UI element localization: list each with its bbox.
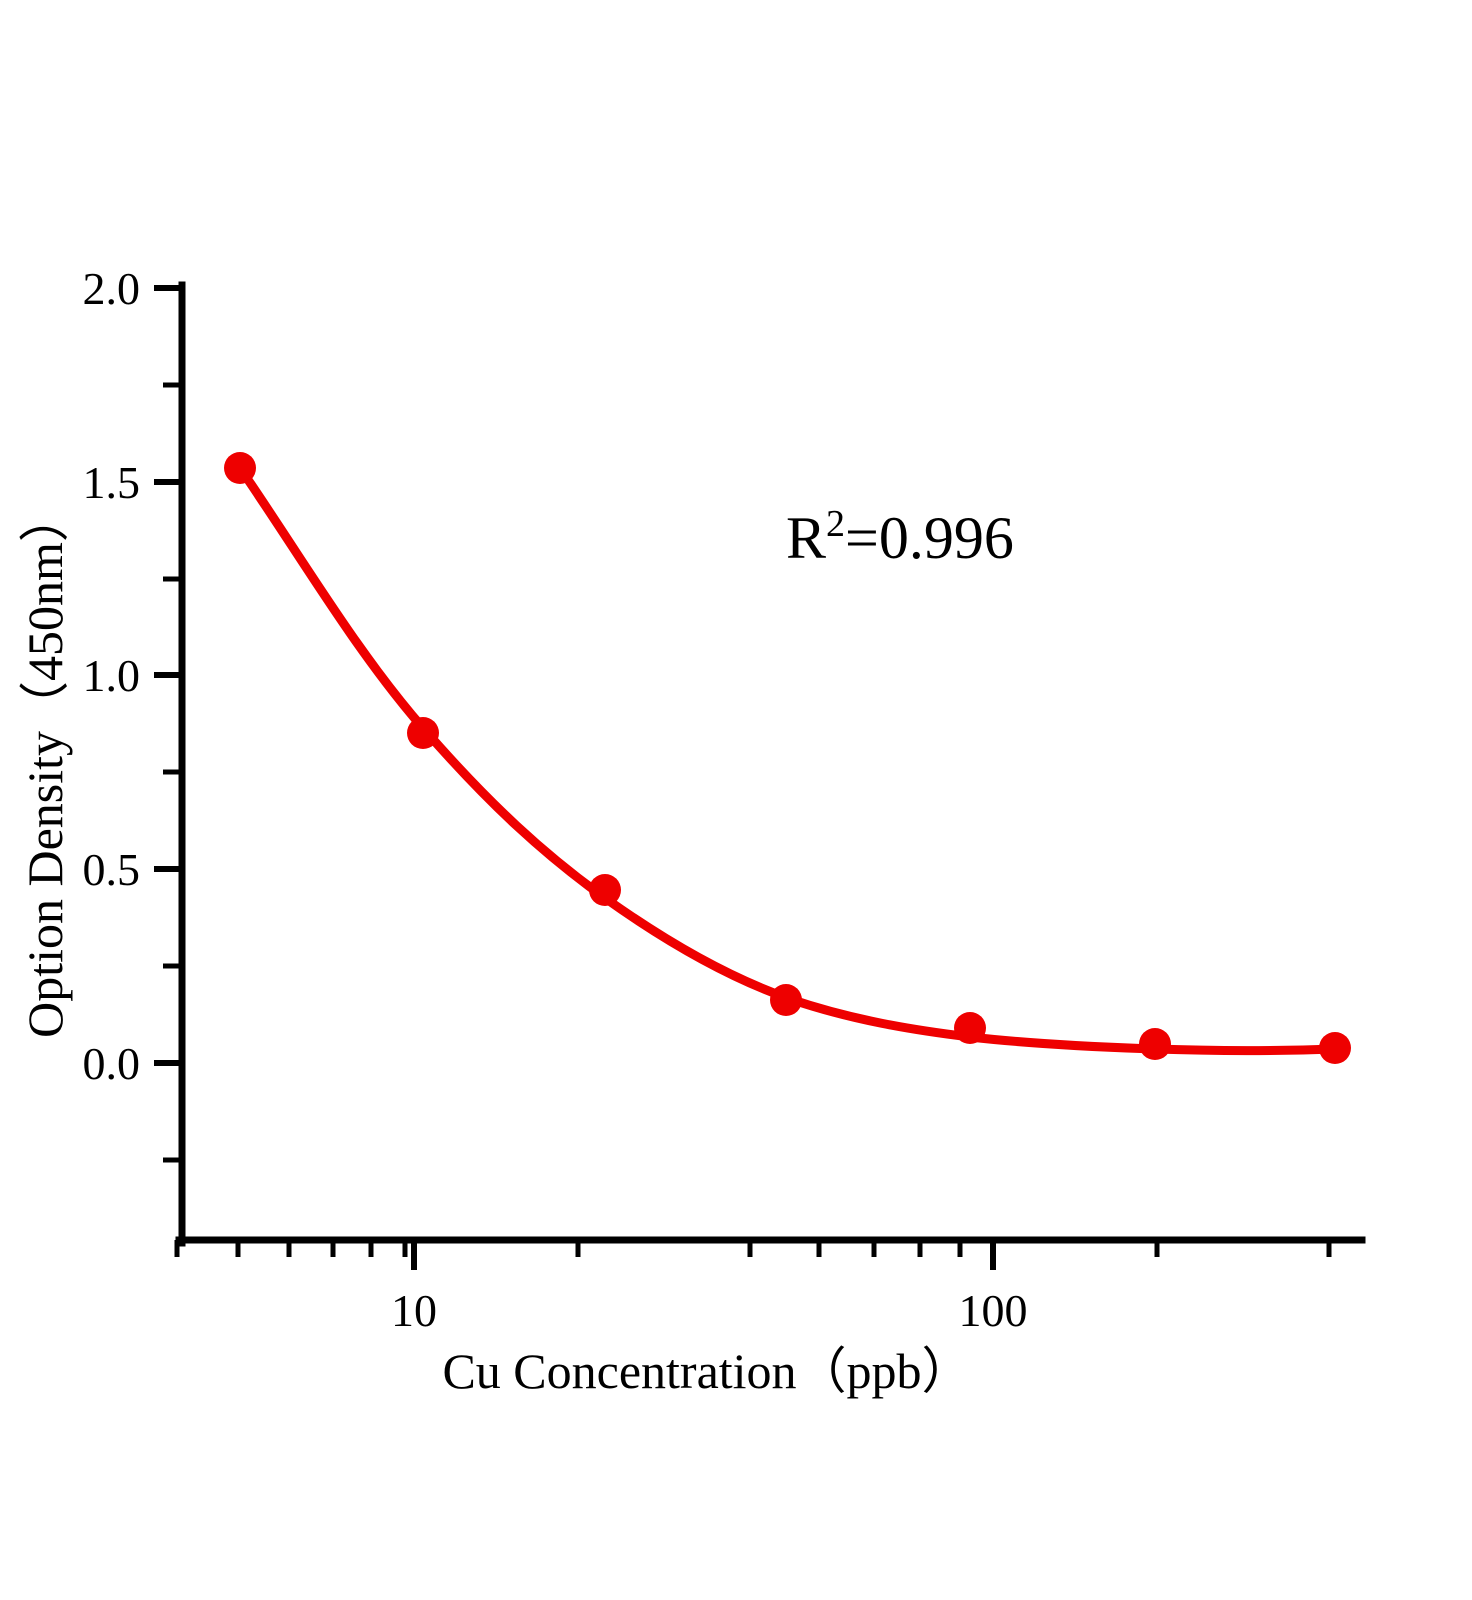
y-axis-title: Option Density（450nm） bbox=[17, 492, 73, 1038]
data-point-marker bbox=[407, 717, 439, 749]
x-tick-label: 10 bbox=[391, 1285, 437, 1336]
r-squared-annotation: R2=0.996 bbox=[786, 503, 1014, 571]
r-squared-value: =0.996 bbox=[845, 505, 1014, 571]
data-point-markers bbox=[224, 452, 1351, 1064]
r-squared-exponent: 2 bbox=[826, 503, 845, 545]
y-tick-label: 1.0 bbox=[83, 650, 141, 701]
r-squared-base: R bbox=[786, 505, 826, 571]
data-point-marker bbox=[589, 874, 621, 906]
y-tick-label: 0.0 bbox=[83, 1038, 141, 1089]
y-tick-label: 0.5 bbox=[83, 844, 141, 895]
data-point-marker bbox=[224, 452, 256, 484]
y-axis-minor-ticks bbox=[163, 382, 182, 1163]
y-tick-label: 2.0 bbox=[83, 263, 141, 314]
x-axis-major-ticks bbox=[411, 1240, 996, 1270]
axes-group bbox=[175, 281, 1366, 1247]
x-axis-tick-labels: 10 100 bbox=[391, 1285, 1028, 1336]
data-point-marker bbox=[1319, 1032, 1351, 1064]
svg-text:R2=0.996: R2=0.996 bbox=[786, 503, 1014, 571]
data-point-marker bbox=[954, 1012, 986, 1044]
y-tick-label: 1.5 bbox=[83, 457, 141, 508]
data-point-marker bbox=[1139, 1028, 1171, 1060]
data-point-marker bbox=[770, 984, 802, 1016]
y-axis-major-ticks bbox=[154, 285, 182, 1066]
x-axis-title: Cu Concentration（ppb） bbox=[442, 1343, 971, 1399]
y-axis-tick-labels: 2.0 1.5 1.0 0.5 0.0 bbox=[83, 263, 141, 1089]
x-tick-label: 100 bbox=[959, 1285, 1028, 1336]
